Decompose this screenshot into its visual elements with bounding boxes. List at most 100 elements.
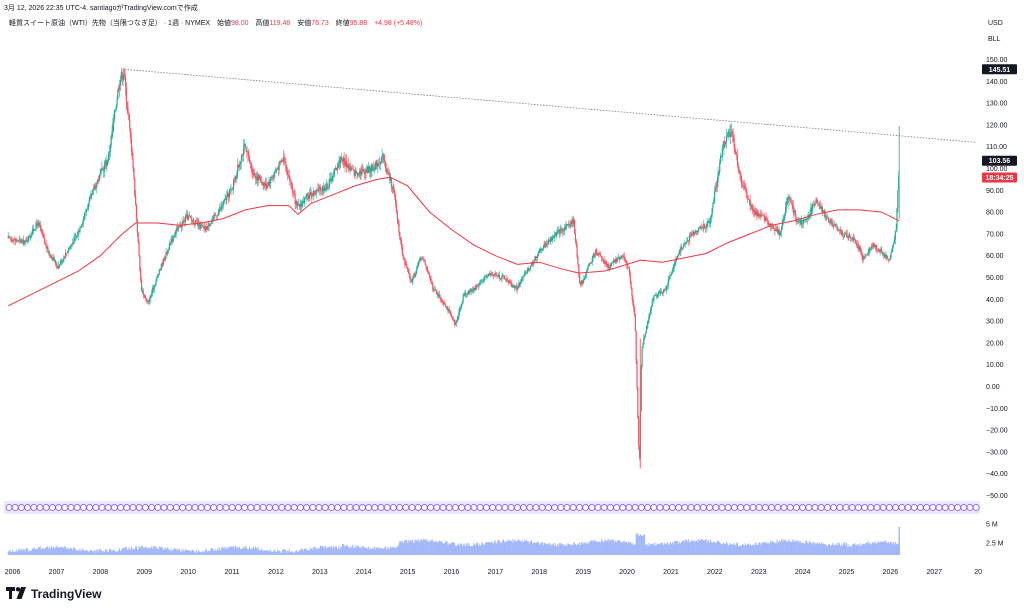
event-marker[interactable] (532, 504, 540, 511)
event-marker[interactable] (557, 504, 565, 511)
event-marker[interactable] (929, 504, 937, 511)
event-marker[interactable] (17, 504, 25, 511)
event-marker[interactable] (129, 504, 137, 511)
event-marker[interactable] (718, 504, 726, 511)
event-marker[interactable] (451, 504, 459, 511)
event-marker[interactable] (228, 504, 236, 511)
event-marker[interactable] (272, 504, 280, 511)
event-marker[interactable] (327, 504, 335, 511)
event-marker[interactable] (743, 504, 751, 511)
event-marker[interactable] (241, 504, 249, 511)
event-marker[interactable] (545, 504, 552, 511)
event-marker[interactable] (86, 504, 93, 511)
tradingview-logo[interactable]: TradingView (6, 587, 101, 602)
event-marker[interactable] (253, 504, 261, 511)
events-strip[interactable] (4, 501, 980, 514)
event-marker[interactable] (259, 504, 267, 511)
event-marker[interactable] (972, 504, 980, 511)
event-marker[interactable] (476, 504, 484, 511)
event-marker[interactable] (377, 504, 385, 511)
event-marker[interactable] (966, 504, 974, 511)
event-marker[interactable] (352, 504, 360, 511)
event-marker[interactable] (588, 504, 596, 511)
event-marker[interactable] (321, 504, 329, 511)
event-marker[interactable] (408, 504, 416, 511)
event-marker[interactable] (551, 504, 558, 511)
event-marker[interactable] (954, 504, 961, 511)
event-marker[interactable] (507, 504, 515, 511)
event-marker[interactable] (700, 504, 707, 511)
event-marker[interactable] (439, 504, 447, 511)
event-marker[interactable] (855, 504, 862, 511)
event-marker[interactable] (582, 504, 589, 511)
event-marker[interactable] (910, 504, 918, 511)
event-marker[interactable] (631, 504, 639, 511)
event-marker[interactable] (148, 504, 156, 511)
event-marker[interactable] (662, 504, 670, 511)
event-marker[interactable] (346, 504, 354, 511)
event-marker[interactable] (303, 504, 311, 511)
event-marker[interactable] (501, 504, 509, 511)
event-marker[interactable] (191, 504, 199, 511)
event-marker[interactable] (334, 504, 342, 511)
event-marker[interactable] (55, 504, 62, 511)
event-marker[interactable] (197, 504, 205, 511)
event-marker[interactable] (73, 504, 81, 511)
event-marker[interactable] (904, 504, 912, 511)
event-marker[interactable] (420, 504, 428, 511)
event-marker[interactable] (892, 504, 899, 511)
event-marker[interactable] (141, 504, 149, 511)
event-marker[interactable] (371, 504, 379, 511)
event-marker[interactable] (935, 504, 943, 511)
event-marker[interactable] (879, 504, 887, 511)
event-marker[interactable] (520, 504, 527, 511)
event-marker[interactable] (656, 504, 664, 511)
event-marker[interactable] (309, 504, 317, 511)
event-marker[interactable] (768, 504, 775, 511)
event-marker[interactable] (799, 504, 806, 511)
event-marker[interactable] (755, 504, 763, 511)
event-marker[interactable] (284, 504, 292, 511)
event-marker[interactable] (383, 504, 391, 511)
event-marker[interactable] (625, 504, 633, 511)
event-marker[interactable] (80, 504, 87, 511)
event-marker[interactable] (315, 504, 323, 511)
event-marker[interactable] (793, 504, 800, 511)
event-marker[interactable] (644, 504, 651, 511)
event-marker[interactable] (786, 504, 794, 511)
event-marker[interactable] (464, 504, 472, 511)
event-marker[interactable] (731, 504, 738, 511)
event-marker[interactable] (898, 504, 906, 511)
event-marker[interactable] (886, 504, 893, 511)
event-marker[interactable] (848, 504, 856, 511)
event-marker[interactable] (805, 504, 813, 511)
event-marker[interactable] (61, 504, 69, 511)
event-marker[interactable] (104, 504, 112, 511)
event-marker[interactable] (222, 504, 230, 511)
event-marker[interactable] (576, 504, 583, 511)
event-marker[interactable] (861, 504, 868, 511)
event-marker[interactable] (445, 504, 453, 511)
event-marker[interactable] (5, 504, 13, 511)
event-marker[interactable] (495, 504, 503, 511)
event-marker[interactable] (117, 504, 124, 511)
event-marker[interactable] (365, 504, 373, 511)
event-marker[interactable] (569, 504, 577, 511)
event-marker[interactable] (749, 504, 757, 511)
event-marker[interactable] (607, 504, 614, 511)
event-marker[interactable] (234, 504, 242, 511)
event-marker[interactable] (278, 504, 286, 511)
event-marker[interactable] (482, 504, 490, 511)
event-marker[interactable] (36, 504, 44, 511)
event-marker[interactable] (836, 504, 844, 511)
event-marker[interactable] (526, 504, 534, 511)
event-marker[interactable] (830, 504, 837, 511)
price-axis[interactable]: USDBLL150.00140.00130.00120.00110.00100.… (982, 20, 1017, 548)
event-marker[interactable] (712, 504, 720, 511)
event-marker[interactable] (160, 504, 168, 511)
symbol-name[interactable]: 軽質スイート原油（WTI）先物（当限つなぎ足） · 1週 · NYMEX (9, 20, 211, 27)
event-marker[interactable] (675, 504, 682, 511)
event-marker[interactable] (669, 504, 676, 511)
event-marker[interactable] (30, 504, 38, 511)
event-marker[interactable] (111, 504, 118, 511)
